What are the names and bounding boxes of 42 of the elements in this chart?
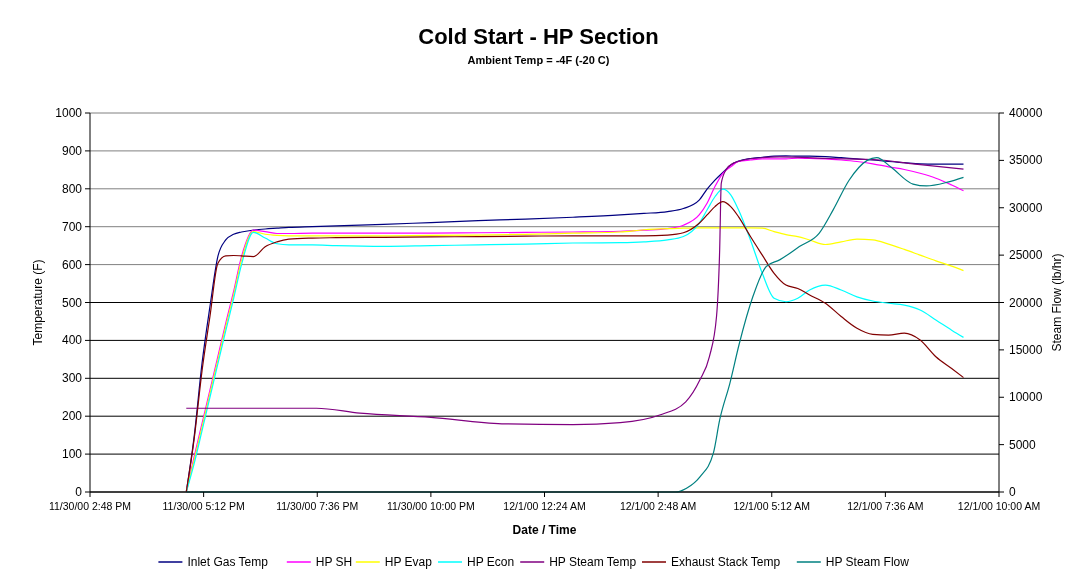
x-tick-label: 12/1/00 10:00 AM bbox=[957, 500, 1041, 512]
y2-tick-label: 25000 bbox=[1009, 248, 1043, 263]
legend-label: HP Econ bbox=[467, 555, 515, 569]
y2-tick-label: 40000 bbox=[1009, 106, 1043, 120]
x-tick-label: 12/1/00 5:12 AM bbox=[733, 500, 810, 512]
y-tick-label: 1000 bbox=[55, 106, 83, 120]
y-tick-label: 100 bbox=[61, 447, 83, 462]
legend-label: HP SH bbox=[315, 555, 353, 569]
legend-label: HP Steam Temp bbox=[549, 555, 637, 569]
y-tick-label: 0 bbox=[75, 485, 83, 499]
legend-label: Inlet Gas Temp bbox=[187, 555, 269, 569]
y-tick-label: 700 bbox=[61, 219, 83, 234]
x-tick-label: 12/1/00 7:36 AM bbox=[847, 500, 924, 512]
x-tick-label: 12/1/00 12:24 AM bbox=[503, 500, 586, 512]
y-tick-label: 400 bbox=[61, 333, 83, 348]
x-tick-label: 11/30/00 5:12 PM bbox=[162, 500, 245, 512]
y2-tick-label: 20000 bbox=[1009, 295, 1043, 310]
chart-title: Cold Start - HP Section bbox=[418, 24, 659, 49]
y2-tick-label: 35000 bbox=[1009, 153, 1043, 168]
y2-tick-label: 0 bbox=[1009, 485, 1016, 499]
y-tick-label: 800 bbox=[61, 181, 83, 196]
y2-tick-label: 5000 bbox=[1009, 437, 1037, 452]
legend-label: Exhaust Stack Temp bbox=[671, 555, 781, 569]
line-series bbox=[185, 156, 965, 426]
x-tick-label: 11/30/00 7:36 PM bbox=[276, 500, 359, 512]
y-tick-label: 600 bbox=[61, 257, 83, 272]
legend-label: HP Steam Flow bbox=[825, 555, 910, 569]
x-tick-label: 11/30/00 2:48 PM bbox=[48, 500, 132, 512]
y-tick-label: 200 bbox=[61, 409, 83, 424]
y2-tick-label: 30000 bbox=[1009, 200, 1043, 215]
y2-tick-label: 10000 bbox=[1009, 390, 1043, 405]
y-axis-title: Temperature (F) bbox=[31, 259, 45, 346]
chart-subtitle: Ambient Temp = -4F (-20 C) bbox=[467, 54, 610, 66]
y2-tick-label: 15000 bbox=[1009, 342, 1043, 357]
y-tick-label: 500 bbox=[61, 295, 83, 310]
y-tick-label: 300 bbox=[61, 371, 83, 386]
y2-axis-title: Steam Flow (lb/hr) bbox=[1050, 253, 1064, 352]
x-axis-title: Date / Time bbox=[512, 523, 577, 537]
x-tick-label: 11/30/00 10:00 PM bbox=[386, 500, 475, 512]
y-tick-label: 900 bbox=[61, 143, 83, 158]
legend-label: HP Evap bbox=[384, 555, 433, 569]
x-tick-label: 12/1/00 2:48 AM bbox=[619, 500, 697, 512]
